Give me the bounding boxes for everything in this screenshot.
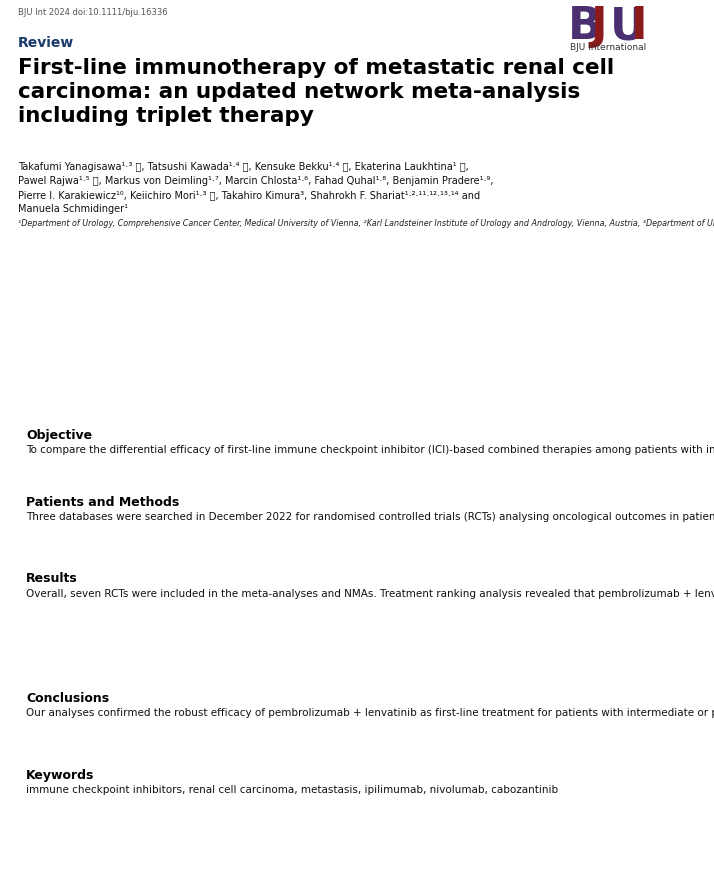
Text: I: I [631,5,648,48]
Text: Patients and Methods: Patients and Methods [26,496,179,509]
Text: Keywords: Keywords [26,768,94,781]
Text: BJU Int 2024 doi:10.1111/bju.16336: BJU Int 2024 doi:10.1111/bju.16336 [18,8,168,17]
Text: Takafumi Yanagisawa¹·³ 🟢, Tatsushi Kawada¹·⁴ 🟢, Kensuke Bekku¹·⁴ 🟢, Ekaterina La: Takafumi Yanagisawa¹·³ 🟢, Tatsushi Kawad… [18,162,493,214]
Text: Our analyses confirmed the robust efficacy of pembrolizumab + lenvatinib as firs: Our analyses confirmed the robust effica… [26,708,714,718]
Text: Review: Review [18,36,74,50]
Text: J: J [590,5,607,48]
Text: Overall, seven RCTs were included in the meta-analyses and NMAs. Treatment ranki: Overall, seven RCTs were included in the… [26,589,714,599]
Text: Conclusions: Conclusions [26,692,109,704]
Text: immune checkpoint inhibitors, renal cell carcinoma, metastasis, ipilimumab, nivo: immune checkpoint inhibitors, renal cell… [26,784,558,795]
Text: B: B [568,5,602,48]
Text: ¹Department of Urology, Comprehensive Cancer Center, Medical University of Vienn: ¹Department of Urology, Comprehensive Ca… [18,218,714,227]
Text: Results: Results [26,573,78,585]
Text: U: U [610,5,646,48]
Text: Objective: Objective [26,429,92,442]
Text: Three databases were searched in December 2022 for randomised controlled trials : Three databases were searched in Decembe… [26,511,714,521]
Text: First-line immunotherapy of metastatic renal cell
carcinoma: an updated network : First-line immunotherapy of metastatic r… [18,58,614,126]
Text: To compare the differential efficacy of first-line immune checkpoint inhibitor (: To compare the differential efficacy of … [26,445,714,455]
Text: BJU International: BJU International [570,43,646,52]
